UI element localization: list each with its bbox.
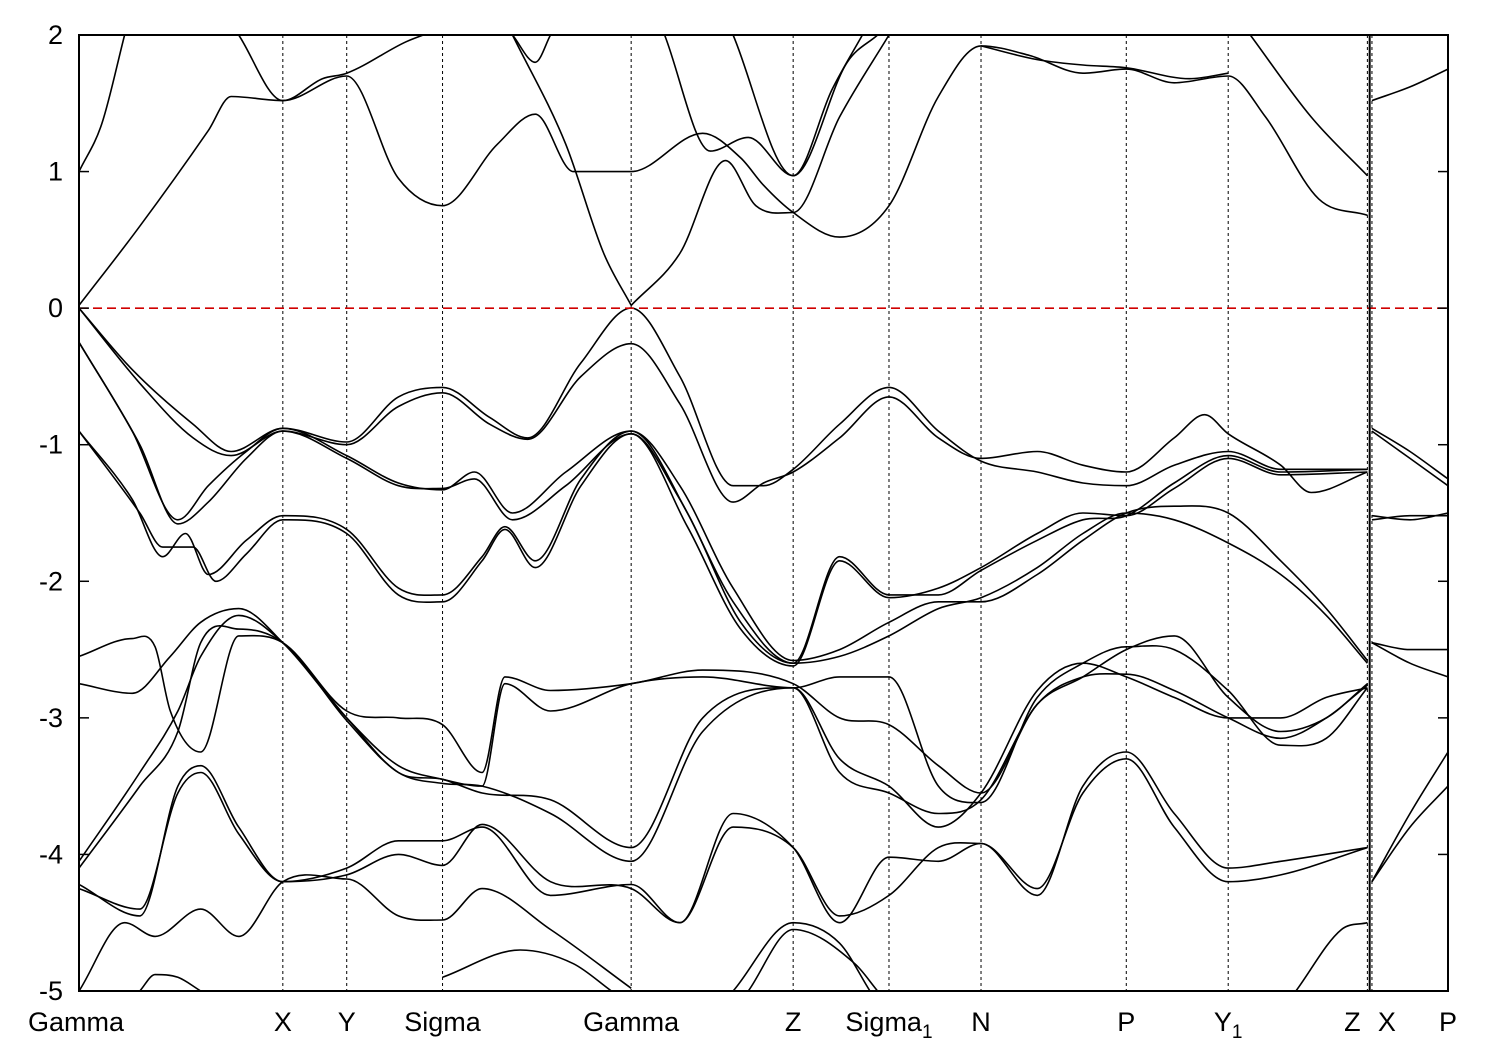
band-line-30 [1371, 430, 1448, 487]
band-line-9 [980, 45, 1229, 80]
band-lines-layer [79, 35, 1448, 991]
band-line-1 [79, 35, 126, 172]
band-line-7 [732, 35, 879, 177]
band-line-23 [139, 973, 202, 991]
band-line-36 [1371, 785, 1448, 883]
band-line-34 [1371, 641, 1448, 678]
band-line-8 [1249, 35, 1368, 177]
band-line-17 [79, 607, 1369, 804]
band-line-10 [79, 307, 1368, 487]
band-line-19 [79, 625, 1368, 869]
x-tick-label-8: P [1117, 1007, 1135, 1037]
y-tick-label-3: -1 [39, 430, 63, 460]
x-tick-label-5: Z [785, 1007, 802, 1037]
band-line-18 [79, 614, 1368, 862]
y-tick-label-0: 2 [48, 20, 63, 50]
band-line-5 [630, 35, 890, 306]
band-line-13 [79, 341, 1369, 664]
band-line-24 [442, 949, 612, 991]
x-tick-label-3: Sigma [404, 1007, 482, 1037]
y-tick-label-5: -3 [39, 703, 63, 733]
plot-frame [78, 34, 1449, 992]
x-tick-label-0: Gamma [28, 1007, 125, 1037]
band-line-32 [1371, 514, 1448, 521]
band-line-11 [79, 307, 1368, 503]
x-tick-label-2: Y [338, 1007, 356, 1037]
band-line-12 [79, 341, 1369, 662]
band-line-35 [1371, 751, 1448, 883]
band-line-22 [79, 874, 632, 991]
x-tick-label-7: N [971, 1007, 991, 1037]
axis-ticks-layer [79, 34, 1448, 992]
band-line-0 [79, 35, 426, 306]
band-line-6 [663, 35, 864, 177]
band-line-21 [79, 758, 1368, 924]
y-tick-label-6: -4 [39, 839, 63, 869]
x-tick-label-4: Gamma [583, 1007, 680, 1037]
band-line-20 [79, 751, 1368, 924]
band-line-27 [1295, 921, 1368, 991]
x-tick-label-12: P [1439, 1007, 1457, 1037]
y-tick-label-1: 1 [48, 157, 63, 187]
y-tick-label-7: -5 [39, 976, 63, 1006]
band-line-33 [1371, 641, 1448, 651]
x-tick-label-6: Sigma1 [845, 1007, 932, 1043]
x-tick-label-10: Z [1344, 1007, 1361, 1037]
band-line-14 [79, 430, 1368, 664]
band-line-2 [238, 35, 1368, 238]
band-line-3 [511, 35, 552, 64]
band-line-16 [79, 634, 1368, 794]
x-tick-label-1: X [274, 1007, 292, 1037]
band-line-25 [732, 921, 871, 991]
y-tick-label-4: -2 [39, 566, 63, 596]
y-tick-label-2: 0 [48, 293, 63, 323]
band-line-28 [1371, 68, 1448, 102]
band-line-26 [747, 928, 879, 991]
band-line-4 [511, 35, 632, 306]
kpath-divider-layer [282, 35, 1373, 991]
band-line-29 [1371, 427, 1448, 480]
x-tick-label-11: X [1378, 1007, 1396, 1037]
band-line-15 [79, 430, 1368, 667]
x-tick-label-9: Y1 [1214, 1007, 1243, 1043]
